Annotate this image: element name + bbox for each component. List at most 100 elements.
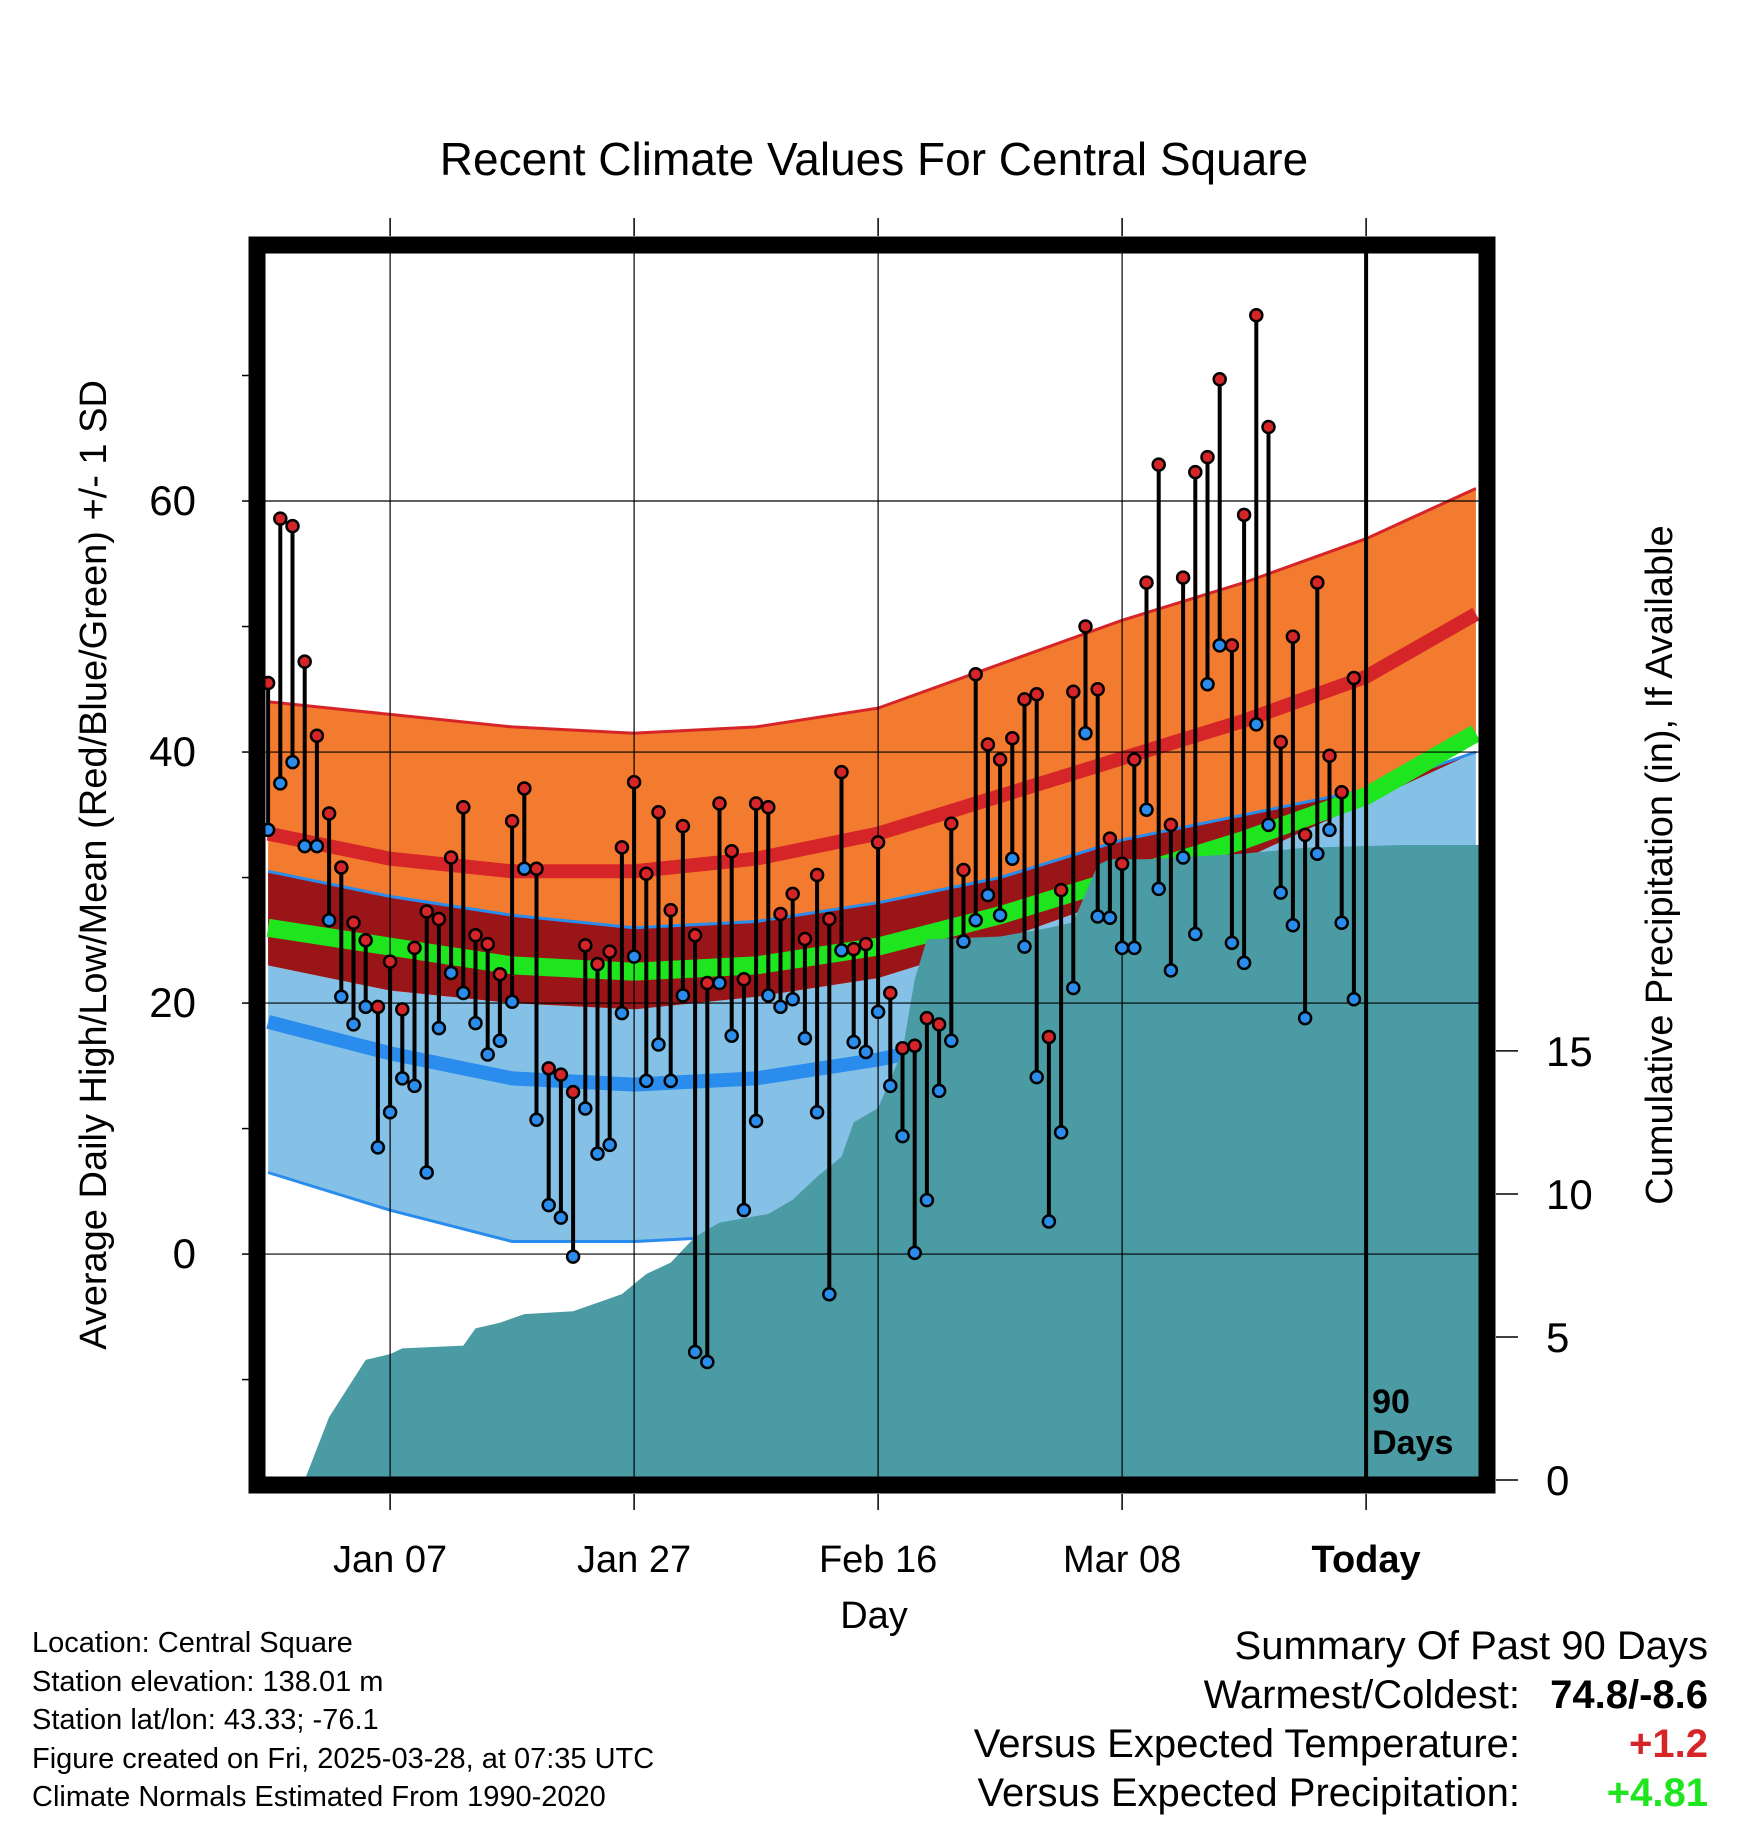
daily-high-point — [883, 985, 898, 1001]
daily-high-point — [565, 1084, 581, 1100]
x-tick-label: Jan 07 — [333, 1539, 447, 1581]
daily-low-point — [1249, 717, 1264, 732]
daily-low-point — [883, 1078, 898, 1094]
daily-high-point — [1163, 817, 1179, 833]
daily-high-point — [907, 1038, 922, 1053]
daily-high-point — [578, 938, 593, 953]
daily-high-point — [822, 911, 837, 927]
daily-low-point — [1151, 881, 1166, 897]
daily-low-point — [1005, 851, 1020, 866]
plot-frame — [248, 236, 1496, 1494]
daily-low-point — [712, 975, 727, 991]
daily-high-point — [639, 866, 654, 882]
daily-low-point — [504, 994, 520, 1010]
x-tick-label: Jan 27 — [577, 1539, 691, 1581]
daily-low-point — [1102, 910, 1118, 925]
daily-low-point — [675, 988, 691, 1003]
daily-low-point — [1175, 850, 1191, 865]
daily-high-point — [1236, 507, 1252, 523]
daily-low-point — [456, 985, 471, 1001]
x-tick-label: Feb 16 — [819, 1539, 937, 1581]
daily-high-point — [1249, 308, 1264, 323]
daily-high-point — [492, 966, 508, 982]
daily-high-point — [809, 867, 825, 883]
daily-low-point — [1297, 1010, 1313, 1026]
daily-high-point — [517, 781, 532, 796]
daily-low-point — [980, 887, 996, 903]
daily-high-point — [1127, 752, 1142, 767]
daily-high-point — [748, 796, 764, 811]
x-tick-label: Mar 08 — [1063, 1539, 1181, 1581]
daily-low-point — [1163, 963, 1179, 978]
daily-low-point — [1285, 917, 1301, 933]
cumulative-precip-area — [304, 845, 1481, 1480]
daily-high-point — [1297, 827, 1313, 843]
daily-low-point — [956, 934, 971, 949]
daily-high-point — [614, 840, 630, 855]
daily-low-point — [382, 1105, 398, 1120]
daily-high-point — [1212, 372, 1227, 387]
daily-high-point — [980, 737, 996, 752]
daily-low-point — [1224, 935, 1240, 951]
days-label-number: 90 — [1372, 1383, 1410, 1421]
daily-high-point — [1175, 570, 1191, 585]
daily-low-point — [370, 1140, 386, 1155]
daily-low-point — [407, 1078, 422, 1094]
daily-low-point — [614, 1005, 630, 1021]
x-tick-label: Today — [1312, 1539, 1421, 1581]
daily-high-point — [712, 796, 727, 811]
daily-low-point — [321, 912, 337, 928]
daily-high-point — [919, 1010, 935, 1026]
daily-high-point — [590, 956, 605, 972]
daily-high-point — [1005, 730, 1020, 746]
daily-low-point — [907, 1245, 922, 1261]
daily-high-point — [1200, 449, 1215, 465]
daily-high-point — [1188, 464, 1203, 480]
daily-low-point — [1188, 926, 1203, 942]
daily-high-point — [321, 806, 337, 821]
station-info: Location: Central Square Station elevati… — [32, 1624, 654, 1817]
daily-high-point — [1078, 619, 1093, 634]
daily-low-point — [419, 1165, 434, 1180]
daily-high-point — [553, 1067, 569, 1082]
summary-panel: Summary Of Past 90 Days Warmest/Coldest:… — [974, 1622, 1708, 1818]
daily-low-point — [809, 1105, 825, 1120]
daily-low-point — [992, 907, 1008, 923]
location-line: Location: Central Square — [32, 1627, 353, 1659]
daily-low-point — [443, 965, 459, 981]
daily-low-point — [553, 1210, 569, 1225]
daily-high-point — [1334, 784, 1349, 800]
daily-high-point — [1346, 670, 1362, 686]
daily-low-point — [1090, 909, 1105, 924]
daily-low-point — [626, 949, 642, 964]
daily-low-point — [1139, 802, 1154, 818]
daily-low-point — [1212, 638, 1227, 653]
y2-tick-label: 5 — [1546, 1314, 1569, 1361]
daily-high-point — [870, 835, 886, 850]
chart-title: Recent Climate Values For Central Square — [440, 133, 1308, 185]
daily-high-point — [419, 904, 434, 919]
daily-high-point — [736, 971, 752, 987]
daily-high-point — [443, 850, 459, 865]
daily-low-point — [1261, 817, 1276, 833]
x-axis-label: Day — [840, 1595, 908, 1637]
daily-low-point — [1041, 1214, 1057, 1229]
daily-high-point — [1114, 856, 1130, 871]
daily-high-point — [956, 862, 971, 878]
y-tick-label: 0 — [173, 1230, 196, 1277]
daily-high-point — [858, 936, 874, 952]
daily-high-point — [1322, 748, 1337, 764]
daily-high-point — [407, 940, 422, 956]
y2-tick-label: 0 — [1546, 1457, 1569, 1504]
daily-high-point — [1261, 419, 1276, 435]
daily-high-point — [334, 860, 349, 875]
y-tick-label: 60 — [149, 477, 196, 524]
y2-axis-label: Cumulative Precipitation (in), If Availa… — [1639, 525, 1681, 1204]
daily-low-point — [590, 1146, 605, 1161]
daily-high-point — [663, 902, 678, 918]
daily-low-point — [651, 1037, 666, 1052]
daily-low-point — [931, 1083, 947, 1099]
daily-high-point — [273, 511, 288, 526]
daily-low-point — [565, 1249, 581, 1264]
